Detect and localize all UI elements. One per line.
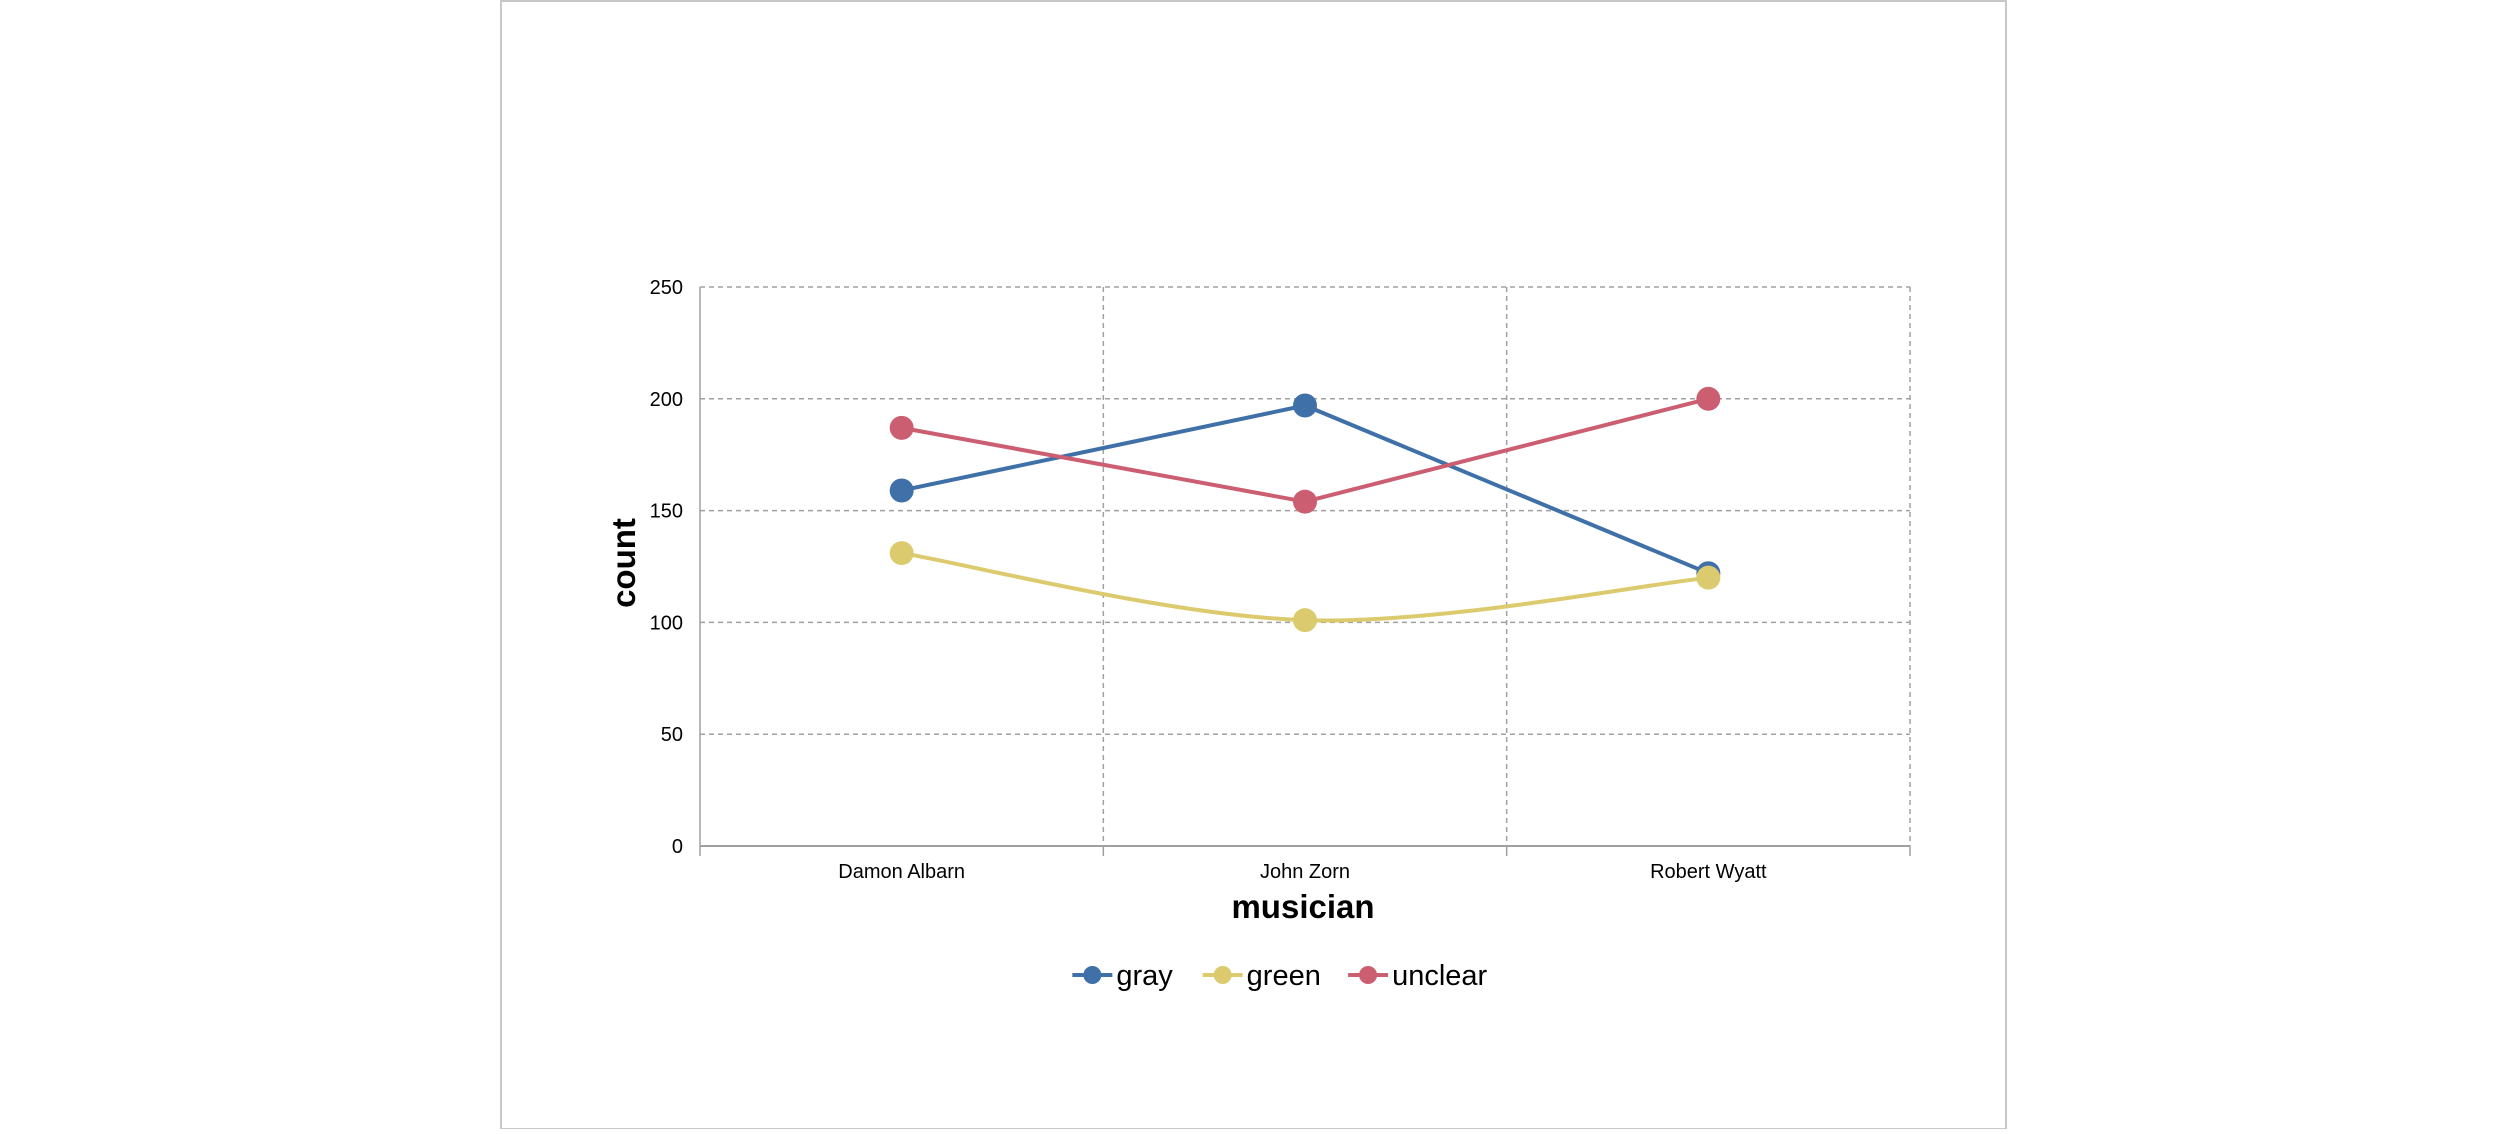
axes [699,287,1911,856]
data-point-unclear [889,415,914,440]
legend-item-gray: gray [1072,960,1173,992]
y-tick-label: 250 [650,277,683,299]
data-point-unclear [1696,386,1721,411]
legend-marker-gray [1083,966,1102,984]
data-point-green [1293,608,1317,633]
y-tick-label: 150 [650,501,683,523]
legend-label: green [1247,960,1321,992]
data-markers [889,386,1721,633]
x-tick-label: Damon Albarn [838,861,965,883]
legend-marker-green [1213,966,1232,984]
data-point-green [1696,565,1721,590]
y-tick-label: 200 [650,389,683,411]
data-point-gray [1293,393,1317,418]
x-tick-label: Robert Wyatt [1650,861,1767,883]
legend-label: gray [1116,960,1173,992]
legend-label: unclear [1392,960,1487,992]
legend: gray green unclear [1072,960,1488,992]
legend-item-unclear: unclear [1348,960,1488,992]
data-point-unclear [1293,489,1317,514]
y-tick-label: 0 [672,836,683,858]
data-point-green [889,541,914,566]
y-tick-label: 50 [661,724,683,746]
x-axis-title: musician [1231,888,1374,925]
data-point-gray [889,478,914,503]
grid-lines [700,286,1911,846]
y-tick-label: 100 [650,612,683,634]
chart-frame [500,0,2007,1130]
y-axis-title: count [605,518,642,608]
legend-marker-unclear [1359,966,1378,984]
x-tick-label: John Zorn [1260,861,1350,883]
tick-labels: 0 50 100 150 200 250 Damon Albarn John Zorn Robe… [650,277,1767,883]
legend-item-green: green [1202,960,1321,992]
